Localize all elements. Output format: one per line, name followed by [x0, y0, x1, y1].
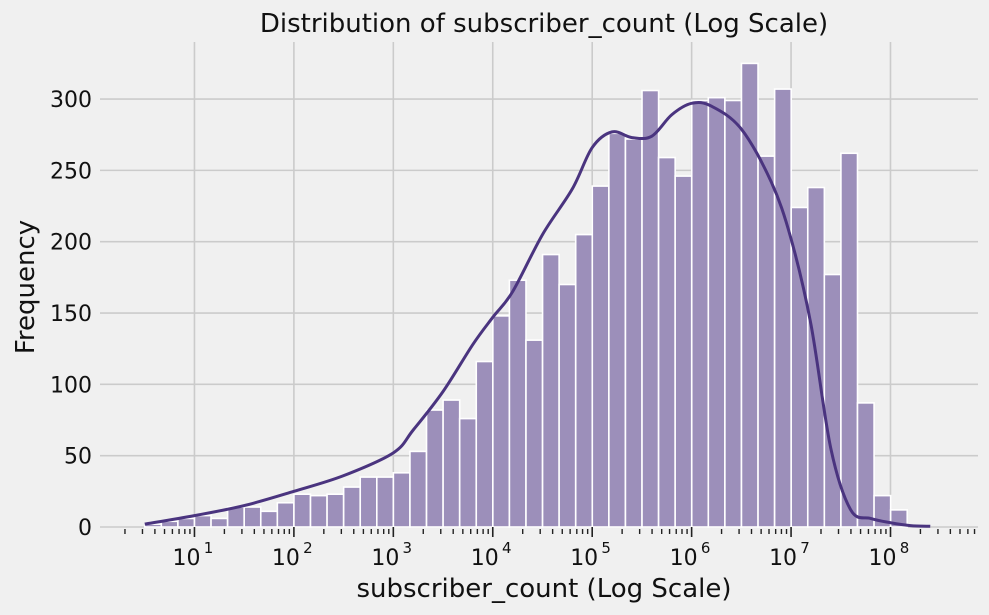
histogram-bar — [425, 409, 444, 528]
histogram-bar — [342, 486, 362, 528]
histogram-bar — [624, 138, 643, 528]
histogram-bar — [309, 494, 328, 528]
histogram-bar — [259, 510, 279, 528]
histogram-bar — [558, 283, 577, 528]
histogram-bar — [674, 175, 693, 528]
x-axis-label: subscriber_count (Log Scale) — [356, 574, 731, 604]
histogram-bar — [823, 273, 842, 528]
x-tick-label: 10 — [172, 546, 200, 571]
x-tick-label: 10 — [670, 546, 698, 571]
x-tick-exponent: 7 — [800, 539, 810, 557]
histogram-bar — [724, 99, 743, 528]
histogram-bar — [574, 233, 594, 528]
kde-curve-group — [144, 100, 931, 528]
x-tick-label: 10 — [769, 546, 797, 571]
histogram-bar — [326, 493, 345, 528]
histogram-bar — [707, 96, 726, 528]
y-tick-label: 100 — [50, 373, 92, 398]
histogram-bar — [392, 471, 411, 528]
histogram-bar — [376, 476, 395, 528]
chart-title: Distribution of subscriber_count (Log Sc… — [260, 9, 828, 39]
x-tick-label: 10 — [868, 546, 896, 571]
histogram-bar — [541, 253, 560, 528]
histogram-bar — [193, 514, 212, 528]
x-tick-label: 10 — [272, 546, 300, 571]
histogram-bar — [757, 155, 776, 528]
histogram-bar — [276, 501, 295, 528]
x-tick-exponent: 2 — [303, 539, 313, 557]
histogram-bar — [840, 152, 859, 528]
histogram-bar — [293, 493, 312, 528]
y-tick-label: 0 — [78, 516, 92, 541]
histogram-bar — [475, 360, 494, 528]
histogram-bar — [773, 88, 792, 528]
histogram-bar — [790, 206, 809, 528]
histogram-bar — [442, 399, 461, 528]
histogram-bar — [591, 185, 610, 528]
histogram-bar — [210, 517, 229, 528]
x-tick-exponent: 1 — [204, 539, 214, 557]
x-tick-exponent: 4 — [502, 539, 512, 557]
histogram-bar — [657, 156, 676, 528]
y-tick-label: 150 — [50, 302, 92, 327]
histogram-bars — [143, 62, 909, 528]
y-axis-label: Frequency — [11, 220, 41, 354]
x-tick-exponent: 5 — [601, 539, 611, 557]
y-tick-label: 250 — [50, 159, 92, 184]
histogram-bar — [856, 402, 875, 528]
x-tick-exponent: 8 — [900, 539, 910, 557]
x-tick-label: 10 — [570, 546, 598, 571]
histogram-bar — [177, 517, 196, 528]
y-tick-label: 50 — [64, 445, 92, 470]
histogram-bar — [243, 506, 262, 528]
histogram-bar — [641, 89, 660, 528]
histogram-bar — [608, 132, 627, 528]
y-tick-label: 200 — [50, 231, 92, 256]
histogram-bar — [409, 450, 428, 528]
x-tick-exponent: 3 — [403, 539, 413, 557]
histogram-bar — [690, 99, 710, 528]
histogram-bar — [492, 315, 511, 528]
x-tick-label: 10 — [471, 546, 499, 571]
histogram-bar — [458, 417, 478, 528]
kde-curve — [144, 100, 931, 528]
x-tick-exponent: 6 — [701, 539, 711, 557]
x-tick-label: 10 — [371, 546, 399, 571]
histogram-bar — [525, 339, 544, 528]
y-tick-label: 300 — [50, 88, 92, 113]
histogram-bar — [508, 279, 527, 528]
histogram-bar — [359, 476, 378, 528]
